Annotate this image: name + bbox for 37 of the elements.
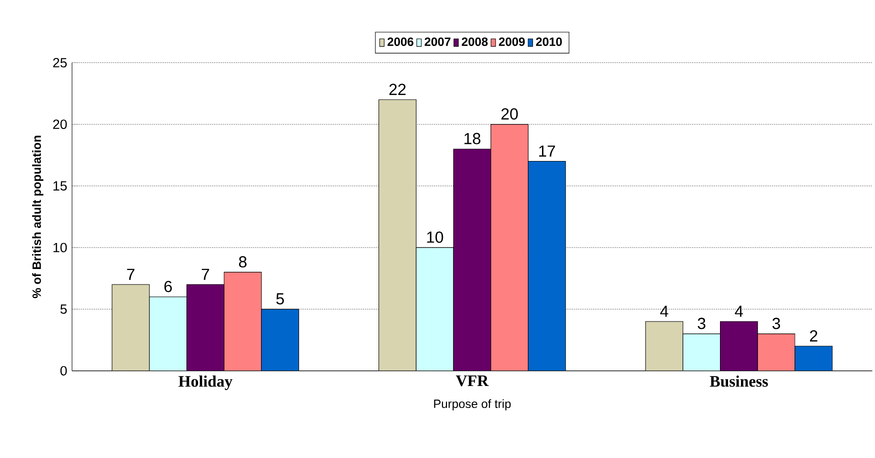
bar bbox=[682, 334, 721, 372]
x-tick-label: Holiday bbox=[178, 376, 232, 390]
data-label: 2 bbox=[810, 330, 818, 342]
data-label: 7 bbox=[127, 269, 134, 280]
bar bbox=[720, 321, 758, 372]
data-label: 20 bbox=[501, 108, 518, 120]
data-label: 6 bbox=[164, 281, 172, 292]
legend-label: 2010 bbox=[536, 38, 562, 46]
data-label: 5 bbox=[276, 294, 284, 305]
legend-label: 2006 bbox=[388, 38, 414, 46]
y-tick-label: 0 bbox=[60, 366, 67, 376]
x-tick-label: VFR bbox=[456, 376, 489, 386]
legend-label: 2007 bbox=[424, 38, 450, 46]
data-label: 4 bbox=[660, 306, 668, 318]
bar bbox=[416, 248, 454, 372]
x-tick-label: Business bbox=[710, 376, 768, 388]
legend-label: 2008 bbox=[462, 38, 488, 46]
bar bbox=[186, 284, 224, 372]
data-label: 17 bbox=[539, 146, 555, 157]
y-axis-title: % of British adult population bbox=[32, 136, 44, 298]
legend-label: 2009 bbox=[498, 38, 525, 46]
data-label: 3 bbox=[698, 318, 706, 330]
data-label: 18 bbox=[464, 133, 480, 144]
y-tick-label: 15 bbox=[54, 182, 67, 191]
bar bbox=[149, 297, 187, 372]
y-tick-label: 10 bbox=[54, 243, 67, 253]
y-tick-label: 20 bbox=[53, 120, 67, 130]
x-axis-title: Purpose of trip bbox=[434, 399, 511, 411]
data-label: 7 bbox=[202, 269, 210, 280]
data-label: 10 bbox=[427, 232, 444, 244]
data-label: 3 bbox=[772, 318, 780, 330]
data-label: 4 bbox=[734, 306, 743, 318]
y-tick-label: 25 bbox=[53, 58, 67, 68]
y-tick-label: 5 bbox=[60, 304, 67, 314]
bar bbox=[454, 149, 491, 372]
data-label: 22 bbox=[389, 84, 406, 96]
data-label: 8 bbox=[239, 256, 247, 268]
